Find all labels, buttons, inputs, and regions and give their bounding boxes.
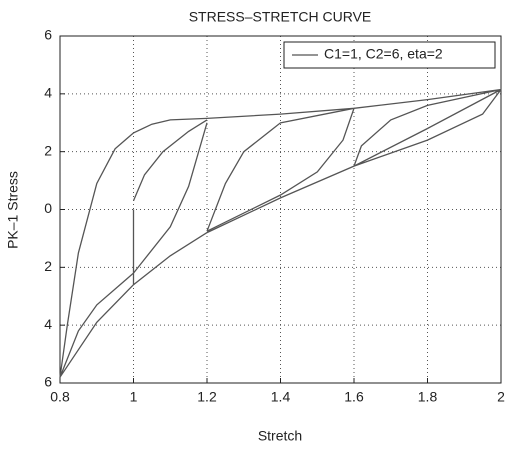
x-tick-label: 1.8 xyxy=(418,389,438,405)
x-tick-label: 1.6 xyxy=(344,389,364,405)
x-tick-label: 0.8 xyxy=(50,389,70,405)
x-tick-label: 1.2 xyxy=(197,389,217,405)
y-axis-label: PK–1 Stress xyxy=(5,171,21,249)
y-tick-label: 6 xyxy=(44,374,52,390)
plot-frame xyxy=(59,35,502,384)
x-axis-label: Stretch xyxy=(258,428,302,444)
legend-box xyxy=(283,41,496,69)
y-tick-label: 6 xyxy=(44,27,52,43)
x-tick-label: 1 xyxy=(130,389,138,405)
y-tick-label: 4 xyxy=(44,316,52,332)
y-tick-label: 0 xyxy=(44,200,52,216)
y-tick-label: 4 xyxy=(44,85,52,101)
y-tick-label: 2 xyxy=(44,142,52,158)
chart-title: STRESS–STRETCH CURVE xyxy=(189,9,372,25)
x-tick-label: 2 xyxy=(497,389,505,405)
legend-label: C1=1, C2=6, eta=2 xyxy=(324,46,443,62)
y-tick-label: 2 xyxy=(44,258,52,274)
data-line xyxy=(59,88,502,378)
x-tick-label: 1.4 xyxy=(271,389,291,405)
